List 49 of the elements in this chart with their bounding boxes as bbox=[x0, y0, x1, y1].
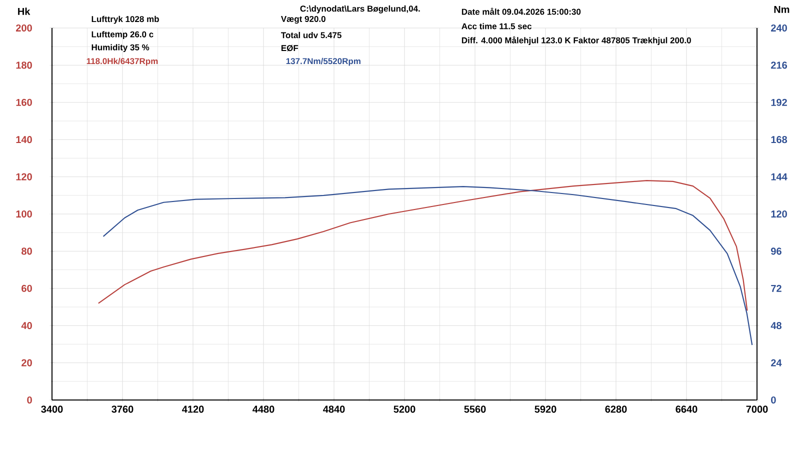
y2-tick-label: 216 bbox=[771, 62, 787, 69]
x-tick-label: 4840 bbox=[323, 406, 345, 413]
annotation: 137.7Nm/5520Rpm bbox=[286, 58, 360, 66]
annotation: Lufttemp 26.0 c bbox=[92, 31, 154, 40]
y-tick-label: 140 bbox=[16, 136, 32, 144]
y-tick-label: 180 bbox=[16, 62, 32, 69]
x-tick-label: 3400 bbox=[41, 406, 63, 413]
y-tick-label: 160 bbox=[16, 98, 32, 106]
x-tick-label: 5560 bbox=[464, 406, 486, 413]
y2-tick-label: 24 bbox=[771, 359, 782, 366]
x-tick-label: 6280 bbox=[605, 406, 627, 413]
y-tick-label: 40 bbox=[21, 322, 32, 330]
y-axis-title: Hk bbox=[18, 8, 30, 15]
y2-tick-label: 144 bbox=[771, 173, 788, 180]
y2-axis-title: Nm bbox=[774, 6, 790, 13]
x-tick-label: 6640 bbox=[676, 406, 698, 413]
y-tick-label: 60 bbox=[22, 284, 32, 292]
y-tick-label: 100 bbox=[16, 210, 32, 218]
x-tick-label: 7000 bbox=[746, 406, 768, 413]
y-tick-label: 120 bbox=[16, 173, 32, 180]
annotation: Diff. 4.000 Målehjul 123.0 K Faktor 487805 Trækhjul 200.0 bbox=[462, 36, 691, 46]
line-series bbox=[98, 180, 748, 312]
y2-tick-label: 192 bbox=[771, 98, 787, 106]
line-series bbox=[102, 186, 753, 346]
x-tick-label: 5920 bbox=[534, 406, 556, 413]
y2-tick-label: 72 bbox=[771, 284, 782, 292]
y2-tick-label: 240 bbox=[771, 24, 787, 32]
annotation: Total udv 5.475 bbox=[281, 32, 342, 38]
text: Date målt 09.04.2026 15:00:30 bbox=[462, 8, 581, 15]
y2-tick-label: 168 bbox=[771, 136, 788, 144]
y2-tick-label: 48 bbox=[770, 322, 782, 330]
x-tick-label: 3760 bbox=[112, 406, 134, 413]
y-tick-label: 200 bbox=[16, 24, 32, 32]
y2-tick-label: 96 bbox=[771, 248, 782, 255]
y-tick-label: 80 bbox=[22, 248, 32, 255]
x-tick-label: 4120 bbox=[182, 406, 204, 413]
annotation: 118.0Hk/6437Rpm bbox=[86, 58, 158, 66]
y2-tick-label: 0 bbox=[771, 396, 776, 404]
text: C:\dynodat\Lars Bøgelund,04. bbox=[300, 5, 420, 14]
text: Lufttryk 1028 mb bbox=[92, 16, 159, 24]
y2-tick-label: 120 bbox=[771, 210, 787, 218]
annotation: Acc time 11.5 sec bbox=[462, 23, 532, 30]
text: Vægt 920.0 bbox=[280, 16, 326, 24]
y-tick-label: 0 bbox=[27, 396, 32, 404]
y-tick-label: 20 bbox=[22, 359, 32, 366]
x-tick-label: 5200 bbox=[394, 406, 416, 413]
x-tick-label: 4480 bbox=[252, 406, 274, 413]
annotation: Humidity 35 % bbox=[92, 44, 150, 52]
annotation: EØF bbox=[281, 44, 298, 52]
